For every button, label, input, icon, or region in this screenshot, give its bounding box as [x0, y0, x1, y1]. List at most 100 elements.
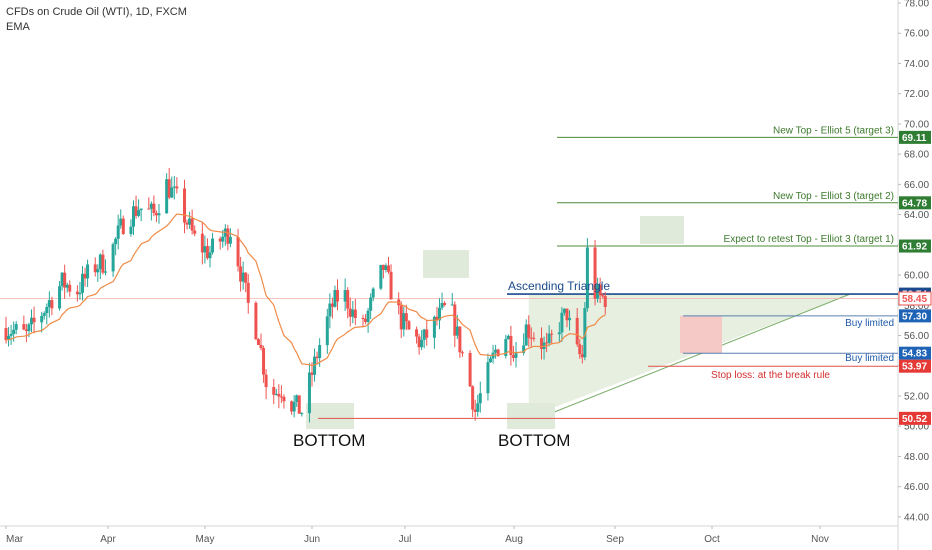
candle-body	[157, 213, 161, 216]
candle-body	[226, 228, 230, 244]
y-tick-label: 74.00	[904, 59, 929, 70]
stop-price-tag: 53.97	[899, 359, 931, 373]
candle-body	[575, 317, 579, 345]
candle-body	[24, 329, 28, 332]
candle-body	[65, 284, 69, 288]
candle-body	[330, 303, 334, 307]
x-tick-label: Nov	[811, 534, 829, 545]
candle-body	[190, 218, 194, 231]
candle-body	[371, 288, 375, 298]
candle-body	[422, 329, 426, 340]
candle-body	[496, 349, 500, 356]
candle-body	[282, 396, 286, 402]
candle-body	[116, 225, 120, 239]
target2-price-tag: 64.78	[899, 196, 931, 210]
candle-body	[540, 338, 543, 350]
candle-body	[328, 303, 332, 317]
candle-body	[241, 272, 245, 282]
candle-body	[254, 302, 258, 340]
candle-body	[236, 236, 240, 267]
recent-top-box	[640, 216, 684, 244]
buy1-label: Buy limited	[845, 318, 894, 329]
target3-price-tag: 69.11	[899, 130, 931, 144]
stop-zone-box	[680, 315, 722, 354]
candle-body	[22, 324, 26, 330]
candle-body	[121, 218, 125, 234]
candle-body	[379, 264, 383, 289]
candle-body	[346, 290, 350, 309]
candle-body	[522, 345, 526, 353]
price-tag-text: 57.30	[902, 311, 927, 322]
y-tick-label: 70.00	[904, 119, 929, 130]
candle-body	[211, 238, 215, 253]
candle-body	[353, 309, 357, 318]
candle-body	[550, 333, 554, 335]
candle-body	[364, 318, 368, 322]
candle-body	[259, 344, 263, 349]
candle-body	[218, 238, 222, 242]
candle-body	[471, 386, 475, 410]
candle-body	[228, 236, 232, 244]
candle-body	[274, 393, 278, 395]
x-tick-label: Mar	[6, 534, 24, 545]
y-tick-label: 68.00	[904, 150, 929, 161]
mid-top-box	[423, 250, 469, 278]
y-tick-label: 56.00	[904, 331, 929, 342]
candle-body	[292, 401, 296, 412]
price-tag-bg	[899, 411, 931, 425]
buy1-price-tag: 57.30	[899, 309, 931, 323]
x-tick-label: Jun	[304, 534, 320, 545]
candle-body	[478, 393, 482, 404]
candle-body	[565, 308, 569, 321]
candle-body	[547, 333, 551, 343]
candle-body	[438, 307, 441, 321]
candle-body	[98, 254, 102, 270]
bottom-price-tag: 50.52	[899, 411, 931, 425]
candle-body	[172, 186, 176, 188]
candle-body	[307, 372, 311, 414]
candle-body	[402, 313, 406, 330]
candle-body	[279, 396, 283, 398]
candle-body	[545, 342, 549, 344]
bottom-box-1	[306, 403, 354, 429]
candle-body	[598, 284, 602, 296]
candle-body	[348, 308, 352, 317]
price-tag-text: 58.45	[902, 294, 927, 305]
target2-label: New Top - Elliot 3 (target 2)	[773, 191, 894, 202]
candle-body	[200, 233, 204, 253]
candle-body	[272, 387, 276, 395]
candle-body	[504, 339, 508, 356]
candle-body	[134, 206, 138, 216]
y-tick-label: 52.00	[904, 391, 929, 402]
candle-body	[476, 403, 480, 412]
y-tick-label: 48.00	[904, 452, 929, 463]
candle-body	[290, 401, 294, 412]
y-tick-label: 60.00	[904, 271, 929, 282]
candle-body	[384, 265, 388, 270]
y-tick-label: 78.00	[904, 0, 929, 10]
candle-body	[297, 395, 301, 414]
candle-body	[596, 284, 600, 299]
price-tag-text: 61.92	[902, 242, 927, 253]
candle-body	[310, 372, 314, 375]
candle-body	[524, 324, 528, 346]
buy2-price-tag: 54.83	[899, 346, 931, 360]
candle-body	[407, 321, 411, 330]
target1-price-tag: 61.92	[899, 239, 931, 253]
candle-body	[585, 247, 589, 309]
candle-body	[336, 290, 339, 302]
candle-body	[381, 264, 385, 270]
candle-body	[399, 305, 403, 330]
candle-body	[47, 300, 51, 308]
candle-body	[167, 179, 171, 198]
candle-body	[603, 296, 607, 307]
bottom-label-2: BOTTOM	[498, 431, 570, 450]
price-tag-bg	[899, 130, 931, 144]
candle-body	[420, 339, 424, 348]
candle-body	[425, 329, 429, 338]
candle-body	[246, 282, 250, 303]
stop-label: Stop loss: at the break rule	[711, 370, 830, 381]
price-tag-bg	[898, 291, 932, 306]
candle-body	[415, 329, 419, 337]
